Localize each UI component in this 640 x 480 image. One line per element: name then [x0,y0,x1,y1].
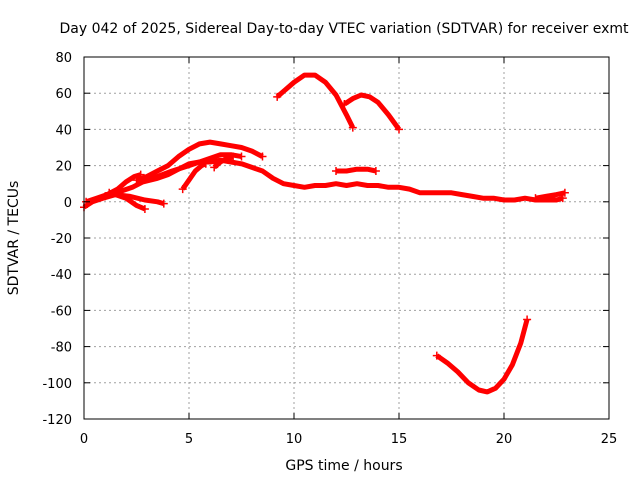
axis-ticks: 0 5 10 15 20 25 -120 -100 -80 -60 -40 -20 0 20 40 60 80 [42,51,617,447]
series-point-s9 [332,167,340,176]
series-point-s5 [258,152,267,161]
series-point-s12 [523,315,532,324]
y-tick-label: 0 [64,196,72,211]
series-point-s4 [237,152,246,161]
grid-lines [84,57,609,419]
data-series-group [80,72,569,395]
series-point-s9 [371,167,380,176]
series-point-s13 [531,194,540,203]
y-axis-label: SDTVAR / TECUs [6,181,22,296]
series-point-s6 [136,176,145,185]
series-line-s11 [343,92,402,131]
series-line-s12 [435,318,530,395]
y-tick-label: -20 [51,232,72,247]
series-point-s11 [340,100,349,109]
series-point-s12 [432,351,441,360]
series-line-s3 [104,192,146,212]
series-point-s3 [140,205,149,214]
series-point-s1 [159,199,168,208]
y-tick-label: -100 [42,377,72,392]
y-tick-label: 40 [55,123,72,138]
series-line-s13 [535,190,566,201]
series-point-s4 [105,188,114,197]
x-tick-label: 15 [391,432,408,447]
chart-title: Day 042 of 2025, Sidereal Day-to-day VTE… [60,21,630,37]
y-tick-label: -80 [51,341,72,356]
series-line-s9 [336,166,377,174]
series-line-s10 [275,72,356,129]
y-tick-label: 20 [55,160,72,175]
series-point-s7 [201,159,210,168]
series-point-s8 [229,152,238,161]
x-tick-label: 10 [286,432,303,447]
series-line-s8 [212,154,234,170]
x-tick-label: 5 [185,432,193,447]
x-axis-label: GPS time / hours [285,458,402,474]
series-point-s7 [178,185,187,194]
series-point-s8 [210,163,219,172]
series-point-s3 [101,192,109,201]
series-point-s13 [560,188,569,197]
y-tick-label: 80 [55,51,72,66]
series-line-s7 [180,161,207,191]
series-point-s10 [348,123,357,132]
y-tick-label: 60 [55,87,72,102]
y-tick-label: -60 [51,304,72,319]
series-point-s11 [395,125,403,134]
y-tick-label: -120 [42,413,72,428]
series-line-s5 [135,139,264,183]
x-tick-label: 25 [601,432,618,447]
y-tick-label: -40 [51,268,72,283]
x-tick-label: 0 [80,432,88,447]
x-tick-label: 20 [496,432,513,447]
series-point-s10 [273,92,282,101]
